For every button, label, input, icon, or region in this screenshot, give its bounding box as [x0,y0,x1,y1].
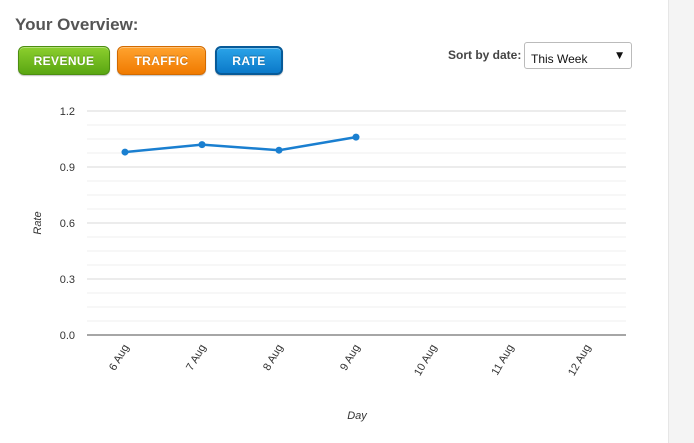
y-tick-label: 1.2 [60,106,75,118]
x-tick-label: 9 Aug [338,343,362,373]
y-tick-label: 0.0 [60,330,75,342]
traffic-tab-button[interactable]: TRAFFIC [117,46,206,75]
x-axis-label: Day [347,410,368,422]
rate-data-point [352,133,360,141]
x-tick-label: 12 Aug [566,343,594,379]
page-title: Your Overview: [15,15,139,34]
rate-data-point [121,148,129,156]
rate-tab-button[interactable]: RATE [215,46,283,75]
date-range-select[interactable]: This Week ▼ [524,42,632,69]
y-tick-label: 0.3 [60,274,75,286]
rate-line-chart: 1.2 0.9 0.6 0.3 0.0 6 Aug 7 Aug 8 Aug 9 Aug 10 Au… [32,106,626,422]
x-tick-label: 11 Aug [489,343,516,378]
y-tick-label: 0.6 [60,218,75,230]
rate-data-point [275,146,283,154]
revenue-tab-button[interactable]: REVENUE [18,46,110,75]
date-range-value: This Week [531,52,588,66]
x-tick-label: 6 Aug [107,343,131,373]
rate-data-point [198,141,206,149]
rate-series-line [124,135,357,154]
y-axis-label: Rate [32,211,44,234]
x-tick-label: 10 Aug [412,343,440,379]
sort-by-date-label: Sort by date: [448,48,522,62]
triangle-down-icon: ▼ [616,51,623,61]
x-tick-label: 8 Aug [261,343,285,373]
y-tick-label: 0.9 [60,162,75,174]
x-tick-label: 7 Aug [184,343,208,373]
side-panel-edge [668,0,694,443]
